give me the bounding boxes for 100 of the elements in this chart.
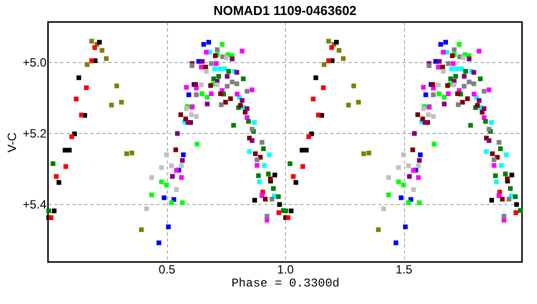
point: [208, 61, 214, 66]
point: [426, 112, 431, 118]
point: [89, 38, 94, 44]
point: [455, 91, 460, 96]
point: [262, 163, 267, 168]
point: [62, 148, 68, 153]
point: [310, 96, 316, 102]
point: [149, 175, 154, 180]
point: [489, 120, 494, 125]
point: [450, 61, 456, 66]
point: [504, 152, 509, 158]
point: [486, 87, 492, 92]
point: [492, 157, 496, 162]
point: [290, 174, 296, 179]
point: [184, 84, 189, 90]
point: [214, 47, 220, 52]
point: [478, 76, 483, 82]
point: [417, 158, 422, 163]
point: [440, 69, 446, 74]
point: [417, 200, 422, 206]
point: [178, 112, 184, 118]
point: [234, 70, 240, 75]
point: [194, 114, 199, 119]
point: [329, 45, 334, 50]
point: [46, 208, 52, 214]
point: [267, 152, 272, 158]
point: [489, 198, 494, 203]
point: [84, 85, 89, 90]
point: [92, 45, 98, 50]
point: [482, 106, 486, 111]
point: [250, 126, 254, 132]
point: [472, 81, 476, 86]
point: [252, 198, 258, 203]
point: [174, 168, 179, 173]
point: [440, 50, 446, 55]
point: [449, 66, 454, 72]
point: [304, 148, 309, 153]
point: [250, 87, 254, 92]
point: [465, 96, 470, 102]
point: [169, 163, 174, 168]
point: [498, 146, 503, 152]
point: [216, 74, 221, 79]
point: [482, 115, 486, 120]
point: [401, 152, 406, 158]
point: [180, 152, 186, 158]
point: [306, 134, 312, 140]
point: [421, 84, 426, 90]
point: [508, 186, 513, 191]
point: [170, 174, 175, 179]
point: [502, 218, 506, 222]
point: [443, 40, 448, 45]
point: [270, 196, 274, 202]
y-tick-label: +5.4: [22, 198, 47, 212]
point: [490, 151, 495, 156]
point: [300, 164, 306, 169]
point: [244, 106, 250, 111]
point: [104, 56, 109, 61]
point: [376, 227, 381, 232]
point: [257, 179, 262, 184]
point: [509, 172, 514, 178]
point: [179, 175, 184, 180]
point: [63, 164, 68, 169]
point: [494, 179, 499, 184]
point: [502, 214, 506, 219]
point: [452, 47, 457, 52]
point: [173, 147, 178, 152]
point: [190, 63, 194, 68]
point: [486, 138, 492, 143]
point: [217, 66, 222, 72]
point: [340, 56, 346, 61]
chart-title: NOMAD1 1109-0463602: [213, 3, 357, 18]
point: [159, 165, 164, 170]
point: [446, 91, 451, 96]
x-tick-label: 0.5: [158, 262, 176, 276]
point: [416, 175, 421, 180]
point: [466, 56, 472, 62]
point: [288, 161, 292, 166]
point: [288, 208, 294, 214]
point: [164, 182, 169, 188]
point: [401, 182, 406, 188]
point: [440, 64, 445, 70]
point: [431, 92, 436, 98]
point: [204, 94, 210, 100]
point: [436, 64, 441, 70]
point: [186, 120, 190, 125]
point: [459, 66, 464, 72]
point: [436, 59, 442, 64]
point: [442, 102, 447, 106]
point: [396, 179, 401, 184]
point: [300, 148, 304, 153]
point: [218, 102, 224, 108]
point: [438, 42, 444, 47]
point: [76, 75, 82, 80]
point: [180, 200, 185, 206]
point: [222, 66, 227, 72]
point: [54, 174, 59, 179]
point: [415, 112, 420, 118]
point: [212, 66, 217, 72]
point: [334, 40, 339, 45]
point: [264, 218, 270, 222]
